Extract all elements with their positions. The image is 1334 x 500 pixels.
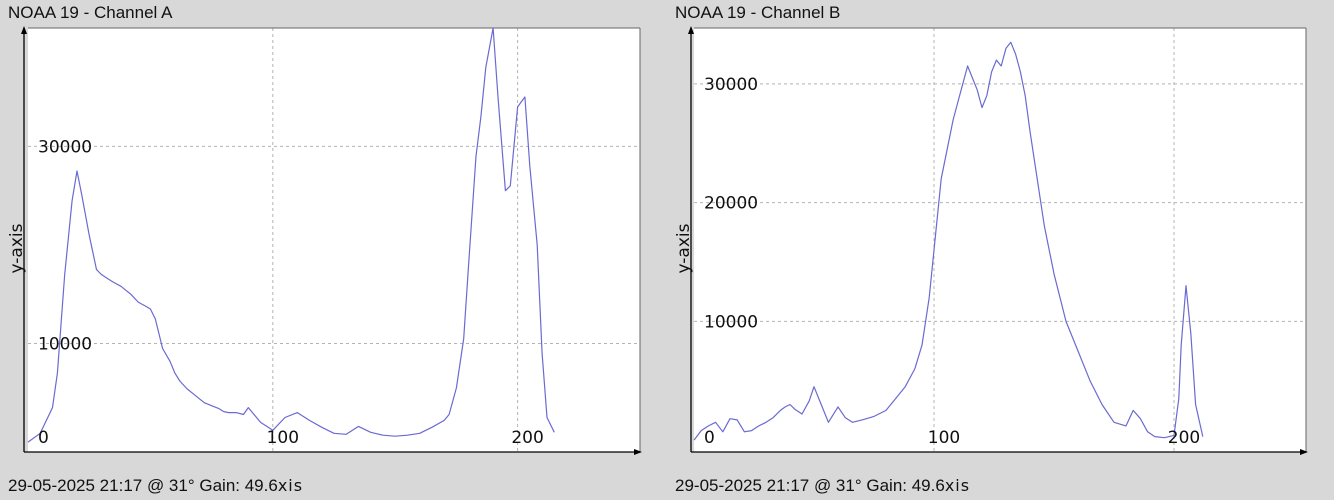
x-axis-label: xis xyxy=(944,476,971,495)
footer-timestamp-gain: 29-05-2025 21:17 @ 31° Gain: 49.6 xyxy=(8,476,278,495)
x-tick-label: 100 xyxy=(267,428,299,448)
plot-area xyxy=(694,28,1306,452)
y-tick-label: 30000 xyxy=(38,137,92,157)
y-axis-label: y-axis xyxy=(674,223,694,273)
footer-timestamp-gain: 29-05-2025 21:17 @ 31° Gain: 49.6 xyxy=(675,476,945,495)
y-tick-label: 10000 xyxy=(704,312,758,332)
chart-footer: 29-05-2025 21:17 @ 31° Gain: 49.6xis xyxy=(8,476,303,496)
x-tick-label: 0 xyxy=(38,428,49,448)
x-tick-label: 0 xyxy=(704,428,715,448)
chart-panel-channel-b: NOAA 19 - Channel B 10000 20000 30000 0 100 2… xyxy=(667,0,1334,500)
x-axis-arrow xyxy=(1300,449,1308,455)
chart-title: NOAA 19 - Channel A xyxy=(8,3,173,22)
plot-area xyxy=(28,28,640,452)
x-tick-label: 200 xyxy=(511,428,543,448)
x-axis-label: xis xyxy=(277,476,304,495)
y-tick-label: 20000 xyxy=(704,194,758,214)
x-axis-arrow xyxy=(634,449,642,455)
chart-plot: 10000 20000 30000 0 100 200 y-axis xyxy=(674,26,1308,455)
chart-panel-channel-a: NOAA 19 - Channel A 10000 30000 0 100 200 y-a… xyxy=(7,3,642,496)
x-tick-label: 100 xyxy=(928,428,960,448)
x-tick-label: 200 xyxy=(1168,428,1200,448)
series-line xyxy=(693,41,1204,441)
y-axis-arrow xyxy=(21,26,27,34)
y-tick-label: 10000 xyxy=(38,335,92,355)
y-axis-label: y-axis xyxy=(7,223,27,273)
chart-plot: 10000 30000 0 100 200 y-axis xyxy=(7,26,642,455)
chart-title: NOAA 19 - Channel B xyxy=(675,3,841,22)
y-tick-label: 30000 xyxy=(704,75,758,95)
series-line xyxy=(27,27,555,443)
y-axis-arrow xyxy=(688,26,694,34)
chart-footer: 29-05-2025 21:17 @ 31° Gain: 49.6xis xyxy=(675,476,970,496)
